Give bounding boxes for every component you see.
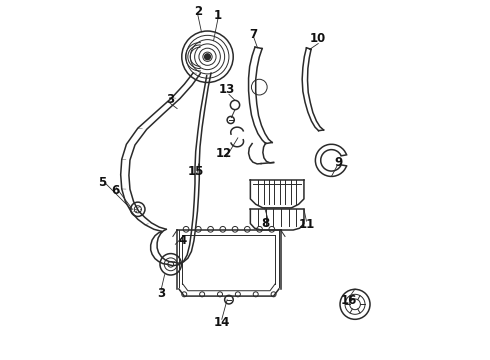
Text: 15: 15 <box>188 165 204 177</box>
Text: 4: 4 <box>178 234 187 247</box>
Text: 9: 9 <box>335 156 343 169</box>
Text: 11: 11 <box>298 218 315 231</box>
Text: 3: 3 <box>157 287 165 300</box>
Text: 13: 13 <box>219 84 235 96</box>
Text: 3: 3 <box>166 93 174 106</box>
Text: 2: 2 <box>194 5 202 18</box>
Text: 1: 1 <box>214 9 222 22</box>
Text: 10: 10 <box>310 32 326 45</box>
Text: 6: 6 <box>112 184 120 197</box>
Text: 7: 7 <box>249 28 257 41</box>
Text: 12: 12 <box>216 147 232 160</box>
Text: 16: 16 <box>341 294 358 307</box>
Text: 14: 14 <box>214 316 230 329</box>
Text: 5: 5 <box>98 176 106 189</box>
Text: 8: 8 <box>262 217 270 230</box>
Circle shape <box>205 54 210 60</box>
